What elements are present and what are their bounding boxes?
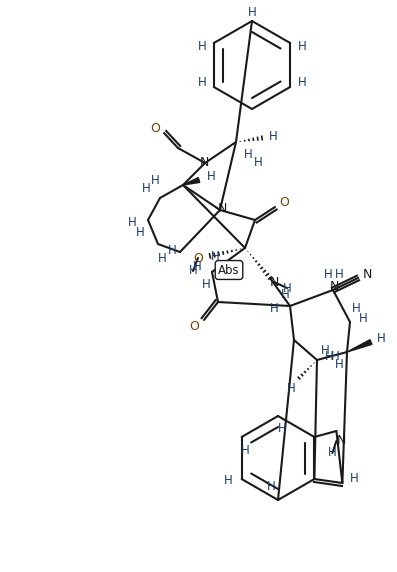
Text: H: H [241, 443, 250, 456]
Text: H: H [335, 268, 343, 280]
Text: H: H [198, 39, 206, 53]
Text: H: H [350, 472, 359, 486]
Text: H: H [198, 76, 206, 89]
Text: H: H [244, 148, 252, 161]
Text: H: H [189, 264, 197, 277]
Text: H: H [267, 480, 276, 494]
Polygon shape [183, 178, 200, 185]
Text: H: H [278, 423, 286, 435]
Text: H: H [287, 382, 295, 395]
Text: H: H [150, 173, 159, 186]
Polygon shape [347, 340, 372, 352]
Text: N: N [330, 280, 339, 292]
Text: N: N [217, 201, 227, 214]
Text: H: H [270, 303, 278, 316]
Text: O: O [279, 197, 289, 209]
Text: H: H [142, 181, 150, 194]
Text: N: N [199, 156, 209, 169]
Text: H: H [298, 39, 306, 53]
Text: N: N [269, 276, 279, 288]
Text: H: H [248, 6, 256, 18]
Text: H: H [325, 351, 333, 363]
Text: O: O [150, 121, 160, 134]
Text: N: N [362, 268, 372, 280]
Text: N: N [337, 435, 346, 447]
Text: H: H [168, 244, 176, 257]
Text: H: H [269, 129, 278, 142]
Text: H: H [281, 288, 289, 300]
Text: H: H [321, 344, 330, 356]
Text: H: H [127, 216, 137, 228]
Text: H: H [206, 169, 216, 182]
Text: H: H [335, 359, 343, 371]
Text: H: H [331, 351, 339, 363]
Text: H: H [358, 312, 367, 324]
Text: Abs: Abs [218, 264, 240, 276]
Text: H: H [136, 227, 145, 240]
Text: H: H [298, 76, 306, 89]
Text: H: H [283, 281, 291, 295]
Text: O: O [189, 320, 199, 332]
Text: H: H [328, 447, 337, 459]
Text: H: H [158, 252, 166, 264]
Text: O: O [193, 252, 203, 264]
Text: H: H [377, 332, 385, 344]
Text: H: H [193, 260, 201, 273]
Text: H: H [352, 301, 360, 315]
Text: H: H [324, 268, 332, 280]
Text: H: H [202, 279, 210, 292]
Text: H: H [211, 251, 220, 264]
Text: H: H [254, 156, 262, 169]
Text: H: H [224, 474, 233, 487]
